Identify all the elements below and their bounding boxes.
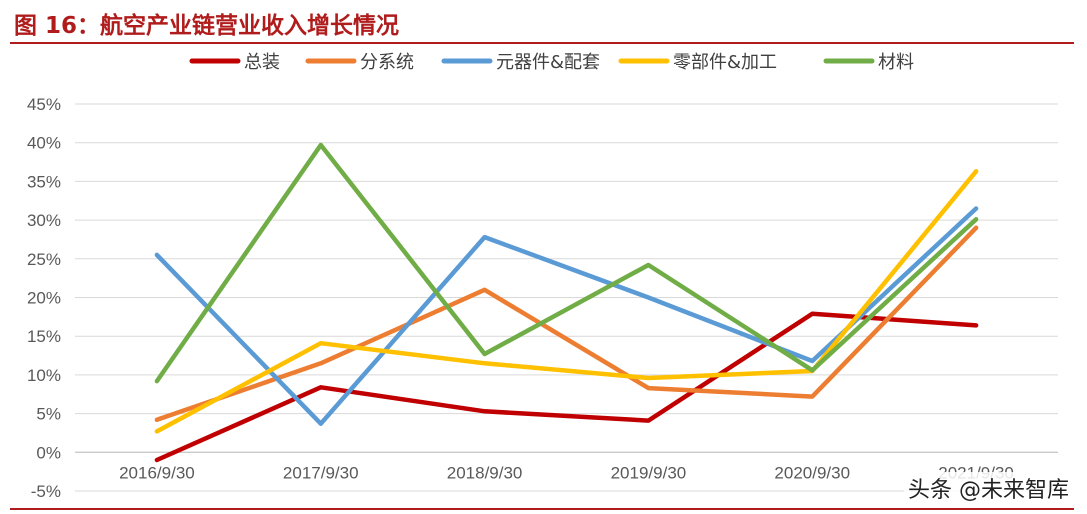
y-tick-label: 5% (36, 405, 61, 424)
series-line (154, 225, 979, 423)
y-tick-label: 30% (27, 211, 61, 230)
y-tick-label: 0% (36, 443, 61, 462)
bottom-divider (10, 508, 1074, 510)
y-tick-label: 25% (27, 250, 61, 269)
series-line (154, 142, 979, 384)
legend-label: 元器件&配套 (496, 52, 600, 73)
legend-label: 总装 (244, 52, 280, 73)
y-tick-label: 35% (27, 172, 61, 191)
watermark: 头条 @未来智库 (904, 472, 1073, 504)
x-tick-label: 2017/9/30 (283, 463, 359, 482)
y-tick-label: 20% (27, 289, 61, 308)
legend-label: 分系统 (360, 52, 414, 73)
y-tick-label: 40% (27, 134, 61, 153)
y-tick-label: 10% (27, 366, 61, 385)
legend-label: 零部件&加工 (673, 52, 777, 73)
title-divider (10, 42, 1074, 44)
chart-title: 图 16：航空产业链营业收入增长情况 (14, 13, 400, 39)
x-tick-label: 2019/9/30 (611, 463, 687, 482)
x-tick-label: 2016/9/30 (119, 463, 195, 482)
y-tick-label: 15% (27, 327, 61, 346)
y-tick-label: -5% (31, 482, 61, 501)
x-tick-label: 2018/9/30 (447, 463, 523, 482)
y-tick-label: 45% (27, 95, 61, 114)
legend-label: 材料 (878, 52, 914, 73)
x-tick-label: 2020/9/30 (774, 463, 850, 482)
series-line (154, 311, 979, 463)
series-line (154, 169, 979, 434)
